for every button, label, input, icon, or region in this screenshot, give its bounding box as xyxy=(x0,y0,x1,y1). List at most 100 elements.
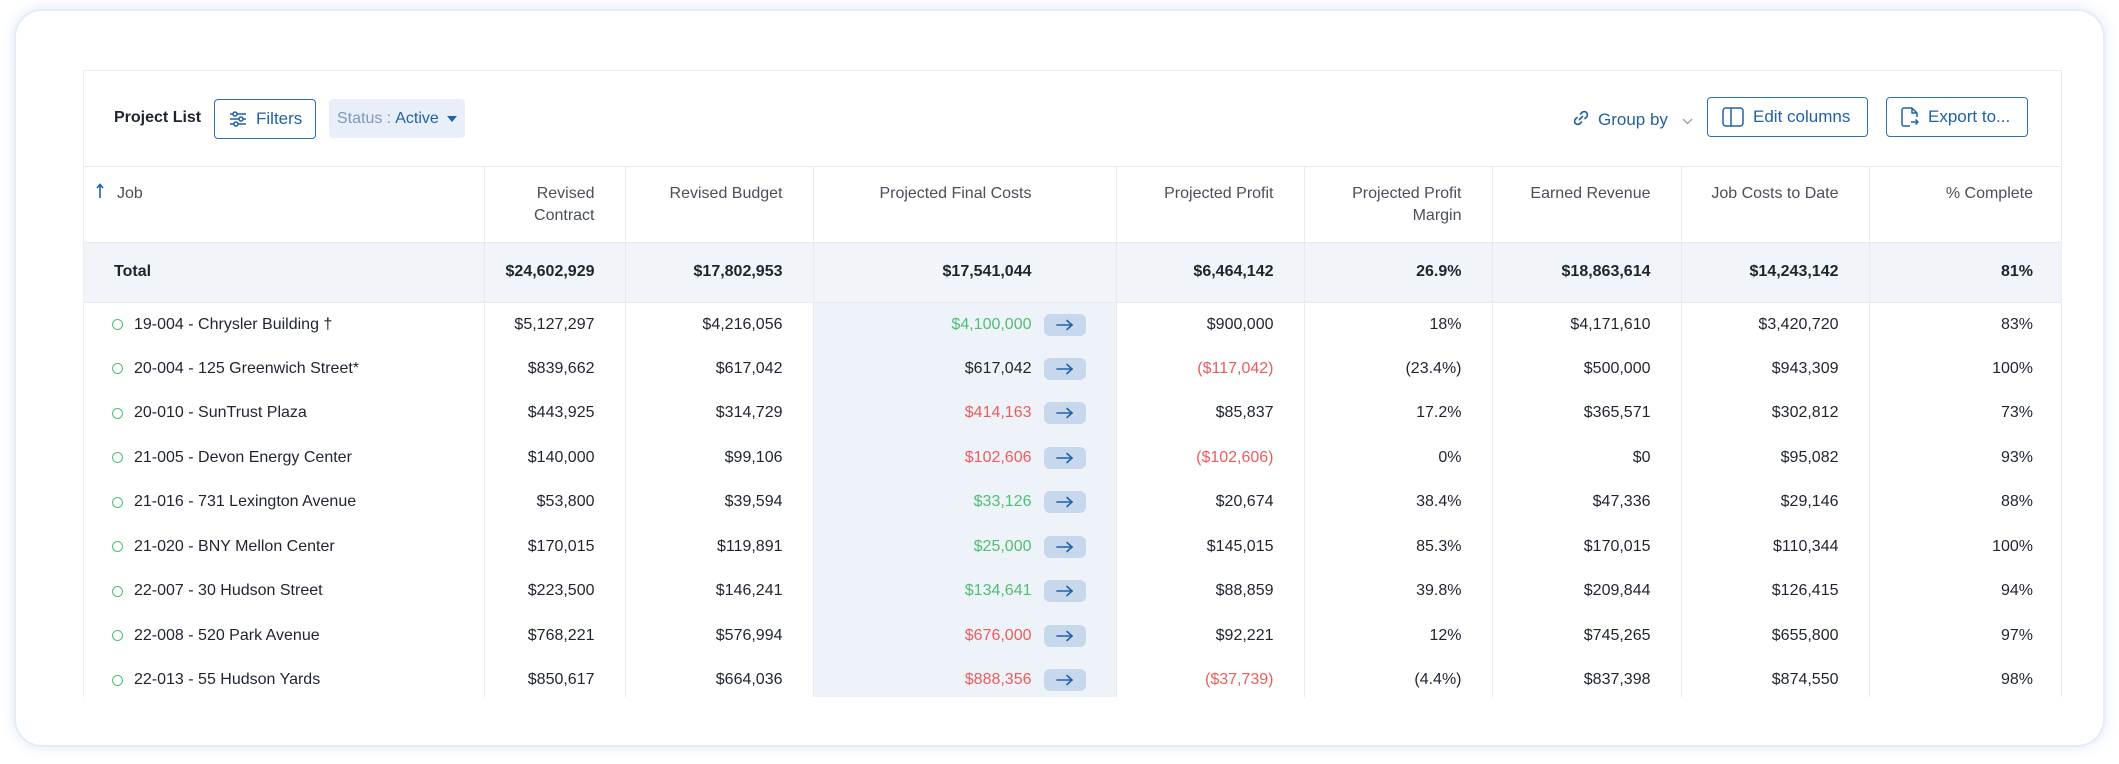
projected-final-costs-value: $102,606 xyxy=(964,448,1032,466)
projected-final-costs-value: $33,126 xyxy=(973,493,1032,511)
job-cell[interactable]: 21-005 - Devon Energy Center xyxy=(84,435,485,480)
pct-complete-cell: 98% xyxy=(2000,671,2033,689)
total-pct-complete: 81% xyxy=(1869,242,2061,303)
projected-final-costs-cell: $102,606 xyxy=(813,435,1117,480)
projected-profit-margin-cell: 0% xyxy=(1304,435,1493,480)
job-name[interactable]: 19-004 - Chrysler Building † xyxy=(134,315,333,333)
revised-budget-cell: $576,994 xyxy=(625,613,814,658)
job-name[interactable]: 22-013 - 55 Hudson Yards xyxy=(134,671,321,689)
arrow-right-icon[interactable] xyxy=(1043,313,1086,336)
projected-profit-margin-cell: 18% xyxy=(1304,302,1493,347)
job-costs-to-date-cell: $302,812 xyxy=(1681,391,1870,436)
table-row[interactable]: 22-008 - 520 Park Avenue $768,221 $576,994… xyxy=(84,613,2061,658)
earned-revenue-cell: $0 xyxy=(1492,435,1682,480)
table-row[interactable]: 21-016 - 731 Lexington Avenue $53,800 $39,… xyxy=(84,480,2061,525)
file-export-icon xyxy=(1901,107,1919,127)
table-row[interactable]: 21-020 - BNY Mellon Center $170,015 $119,8… xyxy=(84,524,2061,569)
job-cell[interactable]: 21-020 - BNY Mellon Center xyxy=(84,524,485,569)
arrow-right-icon[interactable] xyxy=(1043,402,1086,425)
job-cell[interactable]: 19-004 - Chrysler Building † xyxy=(84,302,485,347)
status-circle-icon xyxy=(112,585,123,597)
job-cell[interactable]: 22-013 - 55 Hudson Yards xyxy=(84,658,485,697)
table-row[interactable]: 21-005 - Devon Energy Center $140,000 $99,… xyxy=(84,435,2061,480)
column-header-projected-profit[interactable]: Projected Profit xyxy=(1116,167,1305,243)
job-name[interactable]: 20-004 - 125 Greenwich Street* xyxy=(134,359,360,377)
job-name[interactable]: 20-010 - SunTrust Plaza xyxy=(134,404,307,422)
arrow-right-icon[interactable] xyxy=(1043,669,1086,692)
column-header-revised-budget[interactable]: Revised Budget xyxy=(625,167,814,243)
status-filter-chip[interactable]: Status : Active xyxy=(329,99,465,138)
filters-button[interactable]: Filters xyxy=(214,99,316,139)
table-row[interactable]: 22-013 - 55 Hudson Yards $850,617 $664,036… xyxy=(84,658,2061,697)
earned-revenue-cell: $47,336 xyxy=(1492,480,1682,525)
projected-final-costs-value: $617,042 xyxy=(964,359,1032,377)
arrow-right-icon[interactable] xyxy=(1043,446,1086,469)
projected-final-costs-value: $676,000 xyxy=(964,626,1032,644)
edit-columns-button[interactable]: Edit columns xyxy=(1707,97,1868,137)
job-cell[interactable]: 21-016 - 731 Lexington Avenue xyxy=(84,480,485,525)
group-by-dropdown[interactable]: Group by xyxy=(1572,106,1693,134)
job-cell[interactable]: 22-007 - 30 Hudson Street xyxy=(84,569,485,614)
revised-budget-cell: $314,729 xyxy=(625,391,814,436)
projected-final-costs-cell: $4,100,000 xyxy=(813,302,1117,347)
earned-revenue-cell: $500,000 xyxy=(1492,346,1682,391)
projected-profit-margin-cell: (23.4%) xyxy=(1304,346,1493,391)
revised-contract-cell: $768,221 xyxy=(484,613,626,658)
job-cell[interactable]: 22-008 - 520 Park Avenue xyxy=(84,613,485,658)
toolbar: Project List Filters Status : Active xyxy=(84,71,2061,167)
table-row[interactable]: 22-007 - 30 Hudson Street $223,500 $146,24… xyxy=(84,569,2061,614)
job-costs-to-date-cell: $29,146 xyxy=(1681,480,1870,525)
arrow-right-icon[interactable] xyxy=(1043,357,1086,380)
job-cell[interactable]: 20-010 - SunTrust Plaza xyxy=(84,391,485,436)
revised-budget-cell: $664,036 xyxy=(625,658,814,697)
total-projected-final-costs: $17,541,044 xyxy=(813,242,1117,303)
column-header-projected-profit-margin[interactable]: Projected Profit Margin xyxy=(1304,167,1493,243)
job-name[interactable]: 22-008 - 520 Park Avenue xyxy=(134,626,320,644)
projected-profit-margin-cell: 17.2% xyxy=(1304,391,1493,436)
job-name[interactable]: 21-016 - 731 Lexington Avenue xyxy=(134,493,357,511)
sliders-icon xyxy=(229,111,247,127)
job-costs-to-date-cell: $655,800 xyxy=(1681,613,1870,658)
arrow-right-icon[interactable] xyxy=(1043,491,1086,514)
total-label: Total xyxy=(84,242,485,303)
job-name[interactable]: 22-007 - 30 Hudson Street xyxy=(134,582,323,600)
job-name[interactable]: 21-020 - BNY Mellon Center xyxy=(134,537,335,555)
projected-profit-cell: $92,221 xyxy=(1116,613,1305,658)
job-costs-to-date-cell: $943,309 xyxy=(1681,346,1870,391)
revised-contract-cell: $53,800 xyxy=(484,480,626,525)
revised-budget-cell: $119,891 xyxy=(625,524,814,569)
status-filter-value: Active xyxy=(395,109,439,127)
earned-revenue-cell: $837,398 xyxy=(1492,658,1682,697)
status-circle-icon xyxy=(112,674,123,686)
projected-final-costs-cell: $888,356 xyxy=(813,658,1117,697)
sort-ascending-icon[interactable] xyxy=(96,183,104,205)
projected-profit-margin-cell: 12% xyxy=(1304,613,1493,658)
table-row[interactable]: 20-004 - 125 Greenwich Street* $839,662 $6… xyxy=(84,346,2061,391)
column-header-revised-contract[interactable]: Revised Contract xyxy=(484,167,626,243)
link-icon xyxy=(1572,109,1590,132)
arrow-right-icon[interactable] xyxy=(1043,535,1086,558)
table-row[interactable]: 19-004 - Chrysler Building † $5,127,297 $4… xyxy=(84,302,2061,347)
arrow-right-icon[interactable] xyxy=(1043,580,1086,603)
revised-budget-cell: $4,216,056 xyxy=(625,302,814,347)
column-header-earned-revenue[interactable]: Earned Revenue xyxy=(1492,167,1682,243)
export-button[interactable]: Export to... xyxy=(1886,97,2028,137)
column-header-projected-final-costs[interactable]: Projected Final Costs xyxy=(813,167,1117,243)
projects-table: Job Revised Contract Revised Budget Proj… xyxy=(84,167,2061,697)
status-circle-icon xyxy=(112,541,123,553)
total-earned-revenue: $18,863,614 xyxy=(1492,242,1682,303)
job-name[interactable]: 21-005 - Devon Energy Center xyxy=(134,448,352,466)
pct-complete-cell: 73% xyxy=(2000,404,2033,422)
arrow-right-icon[interactable] xyxy=(1043,624,1086,647)
table-header-row: Job Revised Contract Revised Budget Proj… xyxy=(84,167,2061,243)
column-header-job[interactable]: Job xyxy=(84,167,485,243)
pct-complete-cell: 94% xyxy=(2000,582,2033,600)
revised-contract-cell: $443,925 xyxy=(484,391,626,436)
column-header-job-costs-to-date[interactable]: Job Costs to Date xyxy=(1681,167,1870,243)
job-cell[interactable]: 20-004 - 125 Greenwich Street* xyxy=(84,346,485,391)
column-header-pct-complete[interactable]: % Complete xyxy=(1869,167,2061,243)
projected-profit-cell: $20,674 xyxy=(1116,480,1305,525)
total-projected-profit: $6,464,142 xyxy=(1116,242,1305,303)
table-row[interactable]: 20-010 - SunTrust Plaza $443,925 $314,729 $… xyxy=(84,391,2061,436)
pct-complete-cell: 93% xyxy=(2000,448,2033,466)
